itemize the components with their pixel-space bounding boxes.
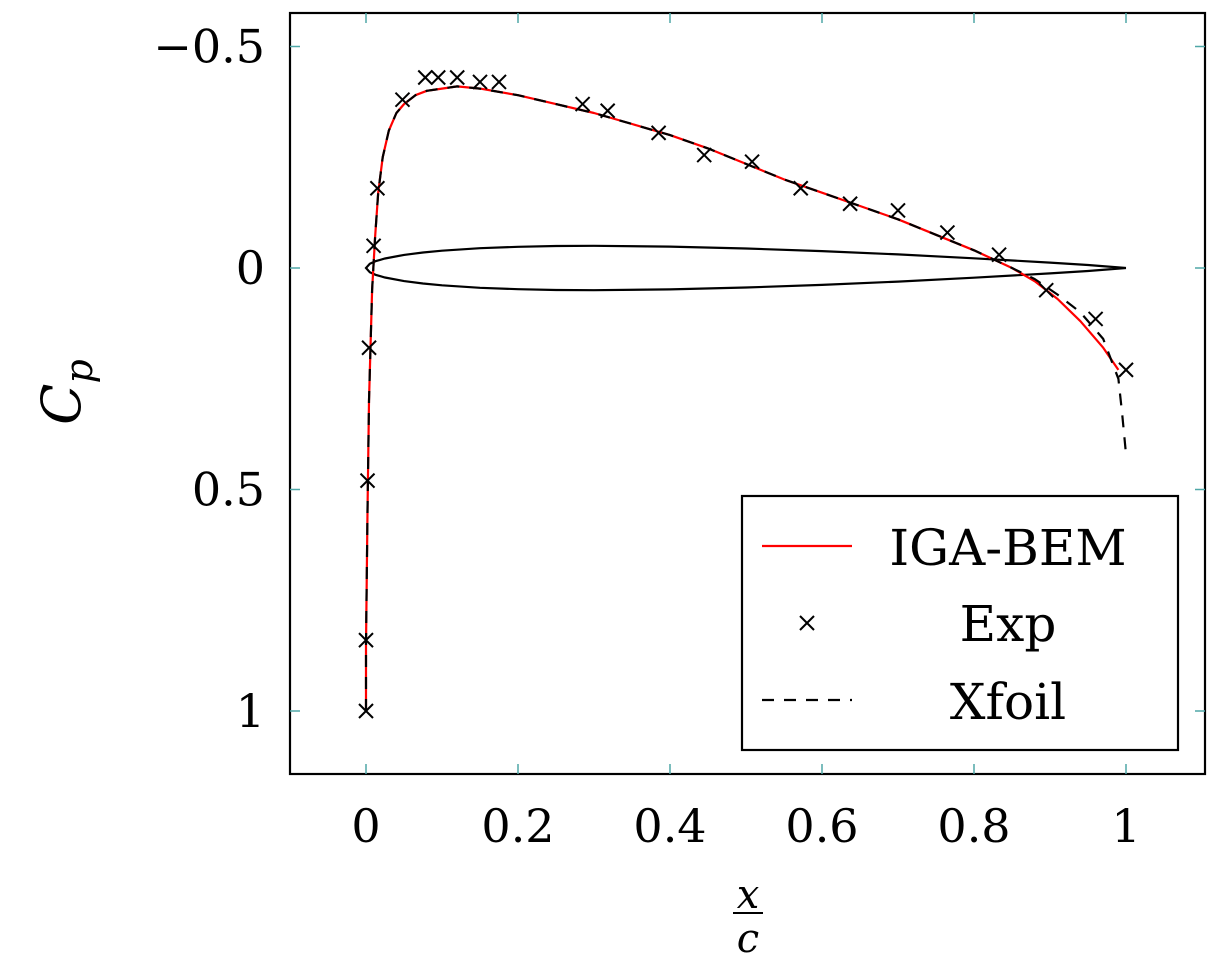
legend-label-exp: Exp (960, 595, 1057, 653)
exp-marker (358, 632, 374, 648)
exp-marker (842, 196, 858, 212)
x-axis-label-numerator: x (737, 872, 760, 918)
plot-layer (358, 69, 1134, 719)
legend: IGA-BEM Exp Xfoil (740, 494, 1180, 752)
exp-marker (430, 69, 446, 86)
exp-marker (472, 74, 488, 90)
y-axis-label-base: C (30, 384, 93, 425)
svg-text:Cp: Cp (30, 359, 101, 425)
exp-marker (361, 340, 377, 356)
legend-box (740, 494, 1180, 752)
exp-marker (744, 153, 760, 170)
exp-marker (369, 180, 386, 196)
exp-marker (890, 202, 906, 219)
exp-marker (696, 147, 712, 163)
y-axis-ticks: −0.5 0 0.5 1 (153, 20, 1205, 738)
exp-marker (365, 238, 382, 254)
x-tick-label: 0 (351, 799, 380, 853)
x-tick-label: 0.4 (633, 799, 706, 853)
exp-marker (793, 180, 809, 196)
x-axis-label: x c (733, 872, 763, 962)
exp-marker (650, 125, 667, 141)
y-tick-label: 0 (236, 241, 265, 295)
exp-marker (1118, 362, 1134, 378)
exp-marker (1087, 311, 1104, 327)
exp-marker (939, 224, 956, 241)
x-tick-label: 0.8 (937, 799, 1010, 853)
exp-marker (358, 703, 374, 719)
x-axis-ticks: 0 0.2 0.4 0.6 0.8 1 (351, 13, 1141, 853)
exp-marker (574, 96, 591, 112)
y-axis-label-subscript: p (57, 359, 101, 383)
plot-area-frame (288, 11, 1207, 776)
y-tick-label: 1 (236, 684, 265, 738)
legend-label-xfoil: Xfoil (950, 673, 1066, 731)
exp-marker (394, 91, 411, 108)
x-tick-label: 1 (1111, 799, 1140, 853)
legend-swatch-exp (799, 615, 815, 631)
exp-marker (599, 103, 616, 119)
y-axis-label: Cp (30, 359, 101, 425)
x-tick-label: 0.2 (481, 799, 554, 853)
legend-label-iga-bem: IGA-BEM (889, 519, 1126, 577)
exp-marker (449, 69, 465, 86)
x-axis-label-denominator: c (737, 916, 759, 962)
airfoil-outline (364, 244, 1127, 292)
y-tick-label: −0.5 (153, 20, 265, 74)
exp-marker (359, 472, 376, 489)
exp-marker (491, 74, 507, 90)
series-line-xfoil (364, 85, 1128, 711)
x-tick-label: 0.6 (785, 799, 858, 853)
exp-marker (417, 69, 433, 86)
exp-marker (991, 247, 1007, 263)
exp-marker (1038, 282, 1054, 298)
y-tick-label: 0.5 (192, 463, 265, 517)
